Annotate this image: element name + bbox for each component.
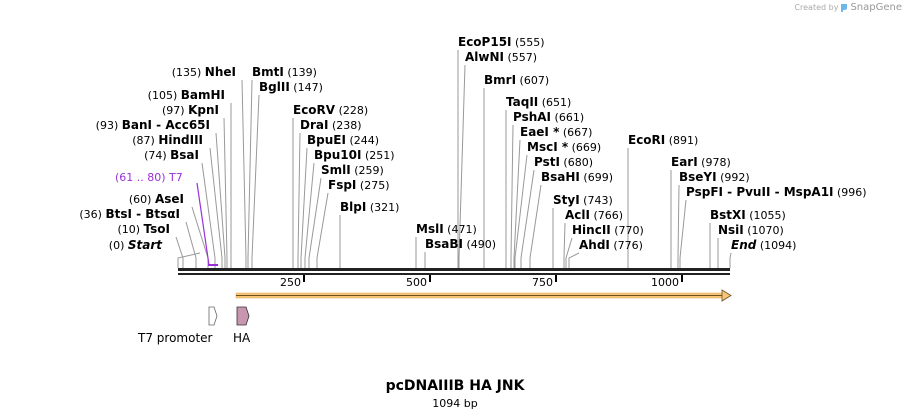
feature-label-t7-promoter: T7 promoter — [137, 331, 213, 345]
site-leader-line — [679, 199, 687, 268]
restriction-site-label[interactable]: AlwNI (557) — [465, 50, 537, 64]
restriction-site-label[interactable]: MslI (471) — [416, 222, 477, 236]
restriction-site-label[interactable]: Bpu10I (251) — [314, 148, 395, 162]
site-leader-line — [209, 147, 223, 268]
restriction-site-label[interactable]: EcoRV (228) — [293, 103, 368, 117]
site-labels: (0) Start (10) TsoI(36) BtsI - BtsαI(60) … — [79, 35, 866, 252]
restriction-site-label[interactable]: (36) BtsI - BtsαI — [79, 207, 180, 221]
primer-label: (61 .. 80) T7 — [115, 171, 183, 184]
restriction-site-label[interactable]: AhdI (776) — [579, 238, 643, 252]
restriction-site-label[interactable]: EcoRI (891) — [628, 133, 698, 147]
credit-brand: SnapGene — [850, 2, 902, 13]
restriction-site-label[interactable]: PstI (680) — [534, 155, 593, 169]
site-leader-lines — [175, 50, 732, 268]
restriction-site-label[interactable]: (0) Start — [109, 238, 163, 252]
restriction-site-label[interactable]: BmtI (139) — [252, 65, 317, 79]
restriction-site-label[interactable]: BseYI (992) — [679, 170, 750, 184]
restriction-site-label[interactable]: (105) BamHI — [148, 88, 225, 102]
sequence-backbone[interactable] — [178, 268, 730, 275]
restriction-site-label[interactable]: AclI (766) — [565, 208, 623, 222]
site-leader-line — [316, 192, 329, 268]
site-leader-line — [529, 184, 542, 268]
restriction-site-label[interactable]: MscI * (669) — [527, 140, 601, 154]
site-leader-line — [729, 252, 732, 268]
restriction-site-label[interactable]: PshAI (661) — [513, 110, 584, 124]
restriction-site-label[interactable]: (93) BanI - Acc65I — [96, 118, 210, 132]
ruler-ticks: 250 500 750 1000 — [280, 275, 683, 289]
site-leader-line — [565, 237, 573, 268]
site-leader-line — [458, 64, 466, 268]
site-leader-line — [185, 221, 197, 268]
restriction-site-label[interactable]: EcoP15I (555) — [458, 35, 545, 49]
restriction-site-label[interactable]: (10) TsoI — [117, 222, 170, 236]
ruler-tick-label: 500 — [406, 276, 427, 289]
restriction-site-label[interactable]: (97) KpnI — [162, 103, 219, 117]
site-leader-line — [251, 94, 260, 268]
restriction-site-label[interactable]: BlpI (321) — [340, 200, 399, 214]
plasmid-title: pcDNAIIIB HA JNK — [385, 378, 525, 394]
site-leader-line — [247, 79, 253, 268]
orf-arrow[interactable] — [235, 289, 732, 302]
restriction-site-label[interactable]: BpuEI (244) — [307, 133, 379, 147]
restriction-site-label[interactable]: End (1094) — [731, 238, 796, 252]
site-leader-line — [563, 222, 566, 268]
t7-primer[interactable]: (61 .. 80) T7 — [115, 171, 218, 266]
feature-label-ha: HA — [233, 331, 251, 345]
feature-t7-promoter[interactable]: T7 promoter — [137, 306, 218, 345]
site-leader-line — [177, 252, 201, 268]
ruler-tick-label: 250 — [280, 276, 301, 289]
site-leader-line — [568, 252, 580, 268]
ruler-tick-label: 1000 — [651, 276, 679, 289]
restriction-site-label[interactable]: (60) AseI — [129, 192, 184, 206]
restriction-site-label[interactable]: SmlI (259) — [321, 163, 384, 177]
site-leader-line — [510, 124, 514, 268]
site-leader-line — [304, 162, 315, 268]
plasmid-length: 1094 bp — [432, 397, 478, 410]
snapgene-logo-icon — [841, 3, 848, 12]
restriction-site-label[interactable]: FspI (275) — [328, 178, 389, 192]
restriction-site-label[interactable]: TaqII (651) — [506, 95, 571, 109]
restriction-site-label[interactable]: EarI (978) — [671, 155, 731, 169]
site-leader-line — [175, 236, 184, 268]
restriction-site-label[interactable]: BsaHI (699) — [541, 170, 613, 184]
ruler-tick-label: 750 — [532, 276, 553, 289]
restriction-site-label[interactable]: StyI (743) — [553, 193, 613, 207]
restriction-site-label[interactable]: BglII (147) — [259, 80, 323, 94]
site-leader-line — [308, 177, 322, 268]
site-leader-line — [241, 79, 247, 268]
site-leader-line — [223, 117, 228, 268]
site-leader-line — [300, 147, 308, 268]
site-leader-line — [514, 154, 528, 268]
site-leader-line — [191, 206, 209, 268]
site-leader-line — [215, 132, 226, 268]
feature-ha[interactable]: HA — [233, 306, 251, 345]
restriction-site-label[interactable]: (135) NheI — [172, 65, 236, 79]
site-leader-line — [520, 169, 535, 268]
credit-prefix: Created by — [794, 3, 839, 12]
restriction-site-label[interactable]: BmrI (607) — [484, 73, 549, 87]
restriction-site-label[interactable]: BstXI (1055) — [710, 208, 786, 222]
restriction-site-label[interactable]: (87) HindIII — [132, 133, 203, 147]
snapgene-credit: Created by SnapGene — [794, 2, 902, 13]
restriction-site-label[interactable]: EaeI * (667) — [520, 125, 592, 139]
site-leader-line — [513, 139, 521, 268]
site-leader-line — [677, 184, 680, 268]
restriction-site-label[interactable]: HincII (770) — [572, 223, 644, 237]
restriction-site-label[interactable]: BsaBI (490) — [425, 237, 496, 251]
restriction-site-label[interactable]: NsiI (1070) — [718, 223, 784, 237]
restriction-site-label[interactable]: DraI (238) — [300, 118, 362, 132]
site-leader-line — [297, 132, 301, 268]
restriction-site-label[interactable]: (74) BsaI — [144, 148, 199, 162]
restriction-site-label[interactable]: PspFI - PvuII - MspA1I (996) — [686, 185, 867, 199]
